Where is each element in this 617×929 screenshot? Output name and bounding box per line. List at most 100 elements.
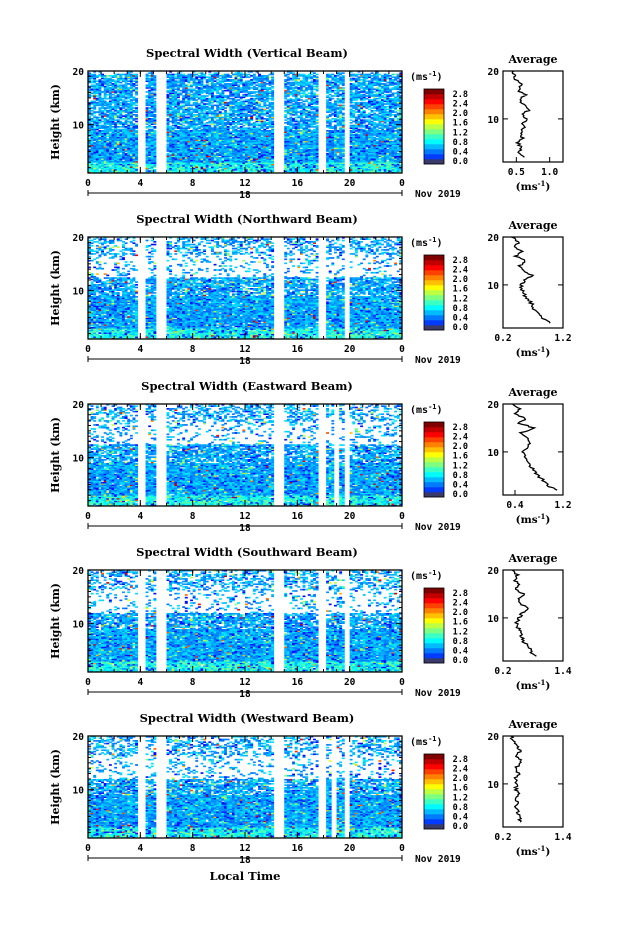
colorbar-swatch [424,129,444,134]
average-x-label-suffix: ) [545,347,550,359]
colorbar-tick-label: 1.6 [453,119,468,129]
colorbar-unit-suffix: ) [437,571,443,582]
colorbar-swatch [424,658,444,663]
x-tick-label: 0 [399,344,405,355]
average-y-tick-label: 10 [488,281,500,292]
colorbar-swatch [424,285,444,290]
colorbar-swatch [424,653,444,658]
colorbar-tick-label: 0.0 [453,822,468,832]
colorbar-tick-label: 1.2 [453,294,468,304]
colorbar-swatch [424,154,444,159]
average-x-label: (ms-1) [516,512,551,526]
heatmap [88,237,402,339]
x-tick-label: 0 [85,511,91,522]
colorbar-swatch [424,633,444,638]
colorbar-swatch [424,462,444,467]
colorbar-swatch [424,144,444,149]
colorbar-swatch [424,114,444,119]
colorbar-tick-label: 2.0 [453,774,468,784]
colorbar-swatch [424,764,444,769]
colorbar-tick-label: 0.4 [453,480,468,490]
colorbar: (ms-1)0.00.40.81.21.62.02.42.8 [410,236,468,333]
average-x-tick-label: 1.2 [554,333,571,344]
colorbar-unit: (ms-1) [410,236,443,249]
colorbar-swatch [424,492,444,497]
y-tick-label: 20 [73,400,85,411]
average-x-label-suffix: ) [545,680,550,692]
average-frame [503,570,563,661]
colorbar-tick-label: 2.0 [453,109,468,119]
colorbar-tick-label: 2.4 [453,599,468,609]
x-tick-label: 12 [239,178,250,189]
average-x-label-suffix: ) [545,514,550,526]
x-tick-label: 8 [190,178,196,189]
y-tick-label: 20 [73,233,85,244]
average-profile-line [511,736,522,822]
colorbar-unit-exp: -1 [428,236,436,244]
x-tick-label: 4 [137,843,143,854]
average-x-tick-label: 1.4 [554,832,571,843]
x-tick-label: 20 [344,843,356,854]
colorbar-tick-label: 1.6 [453,285,468,295]
colorbar-swatch [424,628,444,633]
colorbar-tick-label: 0.0 [453,490,468,500]
colorbar-swatch [424,159,444,164]
colorbar: (ms-1)0.00.40.81.21.62.02.42.8 [410,70,468,167]
y-axis-label: Height (km) [49,583,62,659]
colorbar-swatch [424,618,444,623]
panel-4: Spectral Width (Southward Beam)0 4 8 12 16 20… [49,545,572,700]
colorbar-swatch [424,487,444,492]
average-x-tick-label: 0.2 [494,666,511,677]
colorbar-unit-exp: -1 [428,70,436,78]
average-x-label-suffix: ) [545,846,550,858]
colorbar-tick-label: 0.8 [453,803,468,813]
colorbar-swatch [424,437,444,442]
colorbar-tick-label: 0.8 [453,637,468,647]
colorbar-tick-label: 0.8 [453,304,468,314]
y-axis-label: Height (km) [49,84,62,160]
panel-title: Spectral Width (Northward Beam) [136,212,358,226]
x-tick-label: 8 [190,511,196,522]
x-tick-label: 20 [344,677,356,688]
x-tick-label: 4 [137,344,143,355]
colorbar-tick-label: 1.2 [453,128,468,138]
colorbar-swatch [424,447,444,452]
colorbar-swatch [424,477,444,482]
colorbar-swatch [424,305,444,310]
average-x-label-exp: -1 [538,179,546,188]
colorbar-swatch [424,300,444,305]
colorbar-swatch [424,275,444,280]
x-tick-label: 20 [344,344,356,355]
x-tick-label: 0 [85,178,91,189]
average-profile-line [512,71,529,157]
x-tick-label: 12 [239,843,250,854]
colorbar-swatch [424,643,444,648]
colorbar-swatch [424,149,444,154]
colorbar-swatch [424,593,444,598]
x-tick-label: 0 [399,178,405,189]
date-label: Nov 2019 [415,355,461,366]
colorbar-swatch [424,774,444,779]
colorbar-swatch [424,109,444,114]
colorbar-swatch [424,310,444,315]
colorbar-tick-label: 1.2 [453,793,468,803]
colorbar-swatch [424,270,444,275]
average-x-label: (ms-1) [516,844,551,858]
y-axis-label: Height (km) [49,417,62,493]
colorbar-tick-label: 0.4 [453,812,468,822]
colorbar-swatch [424,598,444,603]
colorbar-swatch [424,139,444,144]
colorbar-unit: (ms-1) [410,569,443,582]
colorbar-swatch [424,648,444,653]
colorbar-tick-label: 0.0 [453,656,468,666]
colorbar-unit-suffix: ) [437,737,443,748]
colorbar-swatch [424,482,444,487]
panel-title: Spectral Width (Eastward Beam) [141,379,353,393]
colorbar-swatch [424,804,444,809]
x-tick-label: 16 [292,843,304,854]
colorbar-unit-prefix: (ms [410,72,428,83]
y-tick-label: 10 [73,287,85,298]
day-label: 18 [239,523,251,534]
y-tick-label: 10 [73,121,85,132]
colorbar-swatch [424,608,444,613]
